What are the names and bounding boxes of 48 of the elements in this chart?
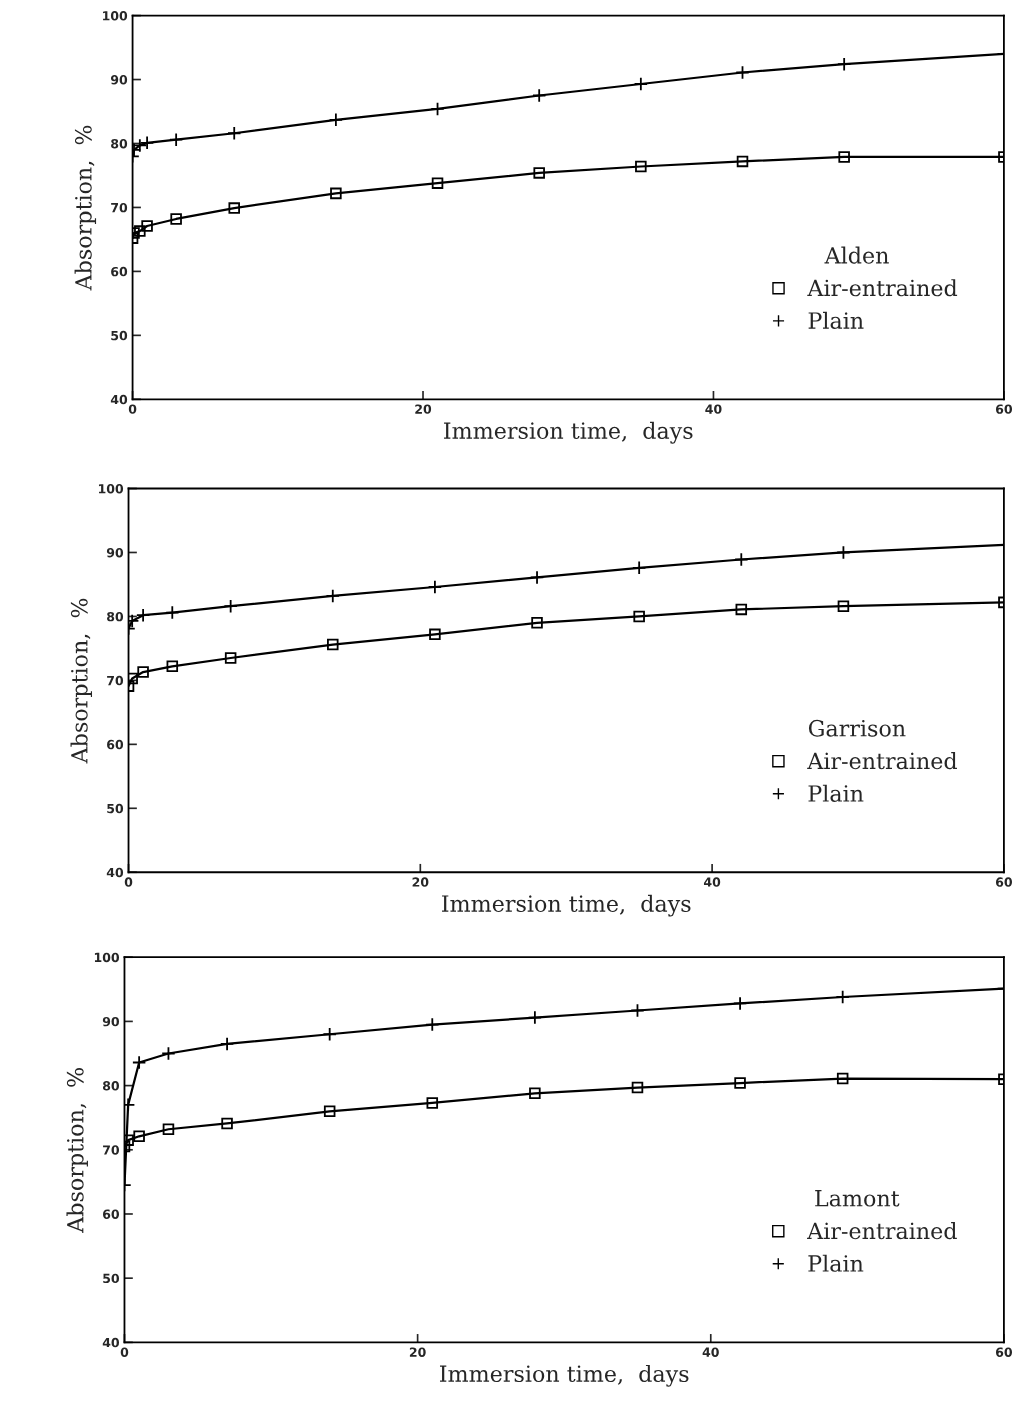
y-tick-label: 100	[94, 952, 120, 963]
x-tick-label: 20	[415, 404, 432, 414]
y-tick-label: 50	[111, 330, 128, 341]
y-tick-label: 90	[110, 75, 128, 85]
y-axis-title: Absorption, %	[66, 1068, 88, 1233]
y-tick-label: 100	[103, 11, 128, 21]
legend-label: Plain	[808, 784, 864, 802]
x-tick-label: 20	[409, 1347, 426, 1357]
y-tick-label: 70	[111, 202, 128, 213]
x-tick-label: 60	[995, 1347, 1012, 1357]
legend-title: Lamont	[815, 1190, 900, 1207]
x-tick-label: 0	[124, 877, 133, 887]
y-tick-label: 40	[102, 1337, 120, 1348]
x-tick-label: 0	[120, 1347, 129, 1357]
x-tick-label: 20	[412, 877, 429, 887]
x-axis-title: Immersion time, days	[439, 1364, 689, 1387]
x-tick-label: 60	[995, 404, 1012, 414]
y-tick-label: 50	[107, 803, 124, 814]
y-tick-label: 40	[106, 867, 124, 878]
y-tick-label: 80	[102, 1081, 120, 1091]
x-tick-label: 0	[128, 404, 137, 414]
y-tick-label: 40	[110, 394, 128, 405]
x-tick-label: 40	[702, 1347, 719, 1357]
legend-label: Plain	[808, 311, 864, 329]
x-tick-label: 60	[995, 877, 1012, 887]
x-axis-title: Immersion time, days	[444, 421, 693, 444]
legend-label: Air-entrained	[807, 1222, 957, 1240]
y-tick-label: 60	[111, 266, 128, 277]
y-tick-label: 90	[102, 1016, 120, 1027]
y-tick-label: 60	[107, 739, 124, 750]
y-tick-label: 80	[107, 611, 124, 622]
y-tick-label: 70	[103, 1145, 120, 1155]
legend-title: Garrison	[808, 719, 906, 737]
x-tick-label: 40	[705, 404, 722, 414]
legend-label: Air-entrained	[807, 279, 958, 297]
x-tick-label: 40	[703, 877, 721, 887]
y-tick-label: 70	[107, 675, 124, 686]
y-tick-label: 50	[103, 1273, 120, 1284]
legend-label: Plain	[808, 1254, 864, 1272]
y-tick-label: 90	[106, 547, 124, 558]
legend-label: Air-entrained	[807, 752, 957, 770]
y-axis-title: Absorption, %	[70, 598, 93, 764]
legend-title: Alden	[824, 246, 889, 264]
y-tick-label: 60	[103, 1209, 120, 1219]
y-tick-label: 100	[98, 483, 124, 494]
x-axis-title: Immersion time, days	[442, 894, 691, 917]
y-axis-title: Absorption, %	[74, 125, 97, 291]
y-tick-label: 80	[111, 138, 128, 149]
